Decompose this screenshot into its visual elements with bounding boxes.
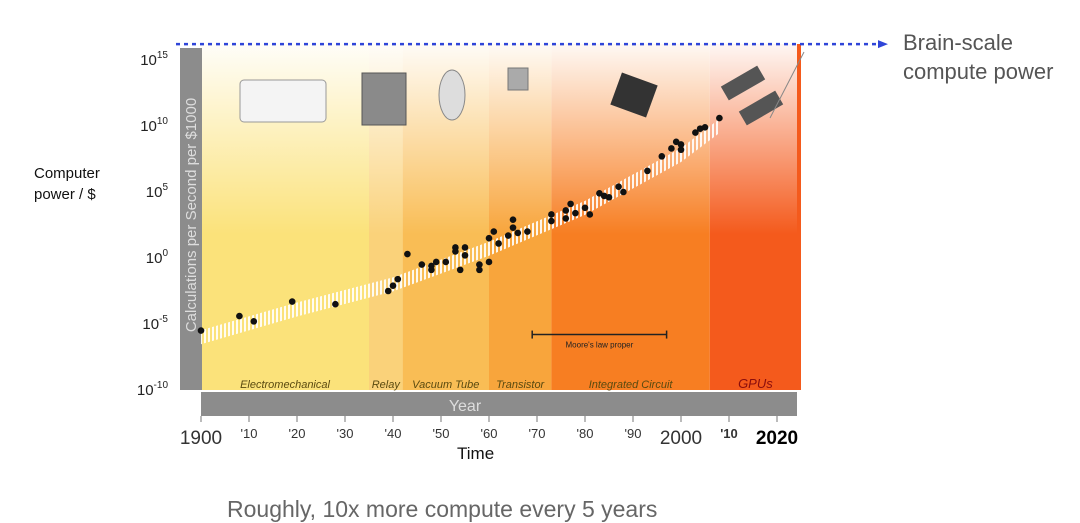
data-point — [432, 258, 440, 266]
gpu-icon — [720, 65, 766, 101]
data-point — [596, 190, 603, 197]
data-point — [476, 266, 483, 274]
brain-scale-label-2: compute power — [903, 59, 1054, 84]
y-axis-bar — [180, 48, 202, 390]
relay-icon — [361, 72, 407, 126]
x-tick-label: '80 — [577, 426, 594, 441]
x-tick-label: '50 — [433, 426, 450, 441]
data-point — [548, 217, 555, 225]
data-point — [605, 193, 613, 201]
data-point — [197, 327, 205, 334]
data-point — [404, 250, 411, 258]
vacuum-tube-icon — [438, 69, 466, 121]
x-tick-label: '30 — [337, 426, 354, 441]
data-point — [615, 183, 622, 191]
gpu-icon — [738, 90, 784, 126]
x-tick-label: '10 — [241, 426, 258, 441]
data-point — [476, 261, 483, 268]
data-point — [658, 153, 666, 160]
pointer-line — [769, 51, 805, 119]
chip-icon — [610, 72, 658, 118]
data-point — [442, 258, 450, 266]
y-tick-label: 105 — [146, 182, 169, 201]
transistor-icon — [507, 67, 529, 91]
x-tick-label: '90 — [625, 426, 642, 441]
x-axis-bar — [201, 392, 797, 416]
caption: Roughly, 10x more compute every 5 years — [227, 496, 658, 522]
data-point — [428, 262, 435, 270]
data-point — [567, 200, 574, 208]
data-point — [504, 232, 512, 239]
data-point — [236, 312, 243, 320]
x-tick-label: '20 — [289, 426, 306, 441]
data-point — [586, 211, 594, 218]
x-tick-label: 1900 — [180, 428, 222, 449]
x-tick-label: '70 — [529, 426, 546, 441]
y-tick-label: 100 — [146, 248, 169, 267]
data-point — [701, 124, 709, 131]
inner-x-label: Year — [449, 398, 482, 415]
data-point — [692, 129, 699, 136]
data-point — [485, 234, 493, 242]
y-tick-label: 1010 — [140, 116, 168, 135]
data-point — [514, 229, 522, 237]
data-point — [562, 215, 570, 222]
data-point — [461, 252, 469, 259]
data-point — [524, 228, 531, 235]
x-tick-label: '60 — [481, 426, 498, 441]
data-point — [495, 240, 502, 247]
data-point — [677, 146, 685, 154]
data-point — [288, 298, 296, 305]
data-point — [562, 207, 570, 214]
inner-y-label: Calculations per Second per $1000 — [183, 98, 200, 332]
data-point — [485, 258, 493, 266]
data-point — [461, 244, 469, 251]
data-point — [677, 141, 685, 148]
x-tick-label: '10 — [720, 426, 738, 441]
punch-card-icon — [239, 79, 327, 123]
data-point — [490, 228, 498, 235]
y-tick-label: 1015 — [140, 50, 168, 69]
data-point — [509, 224, 517, 231]
data-point — [250, 318, 258, 325]
x-tick-label: '40 — [385, 426, 402, 441]
data-point — [668, 145, 675, 152]
data-point — [456, 266, 464, 274]
data-point — [389, 282, 397, 290]
arrow-icon — [878, 40, 888, 49]
data-point — [716, 114, 723, 122]
x-axis-label: Time — [457, 444, 495, 463]
data-point — [384, 287, 392, 295]
brain-scale-label-1: Brain-scale — [903, 30, 1014, 55]
data-point — [572, 209, 579, 217]
x-tick-label: 2000 — [660, 428, 702, 449]
x-tick-label: 2020 — [756, 428, 798, 449]
y-axis-label: Computer power / $ — [34, 165, 100, 203]
data-point — [418, 261, 426, 268]
moore-label: Moore's law proper — [566, 341, 634, 350]
data-point — [509, 216, 517, 224]
data-point — [620, 188, 627, 196]
y-tick-label: 10-10 — [137, 380, 169, 399]
data-point — [394, 275, 402, 283]
data-point — [581, 204, 589, 212]
data-point — [644, 167, 651, 175]
data-point — [548, 211, 555, 218]
y-tick-label: 10-5 — [142, 314, 168, 333]
data-point — [452, 248, 459, 255]
data-point — [672, 138, 680, 146]
data-point — [332, 300, 339, 308]
